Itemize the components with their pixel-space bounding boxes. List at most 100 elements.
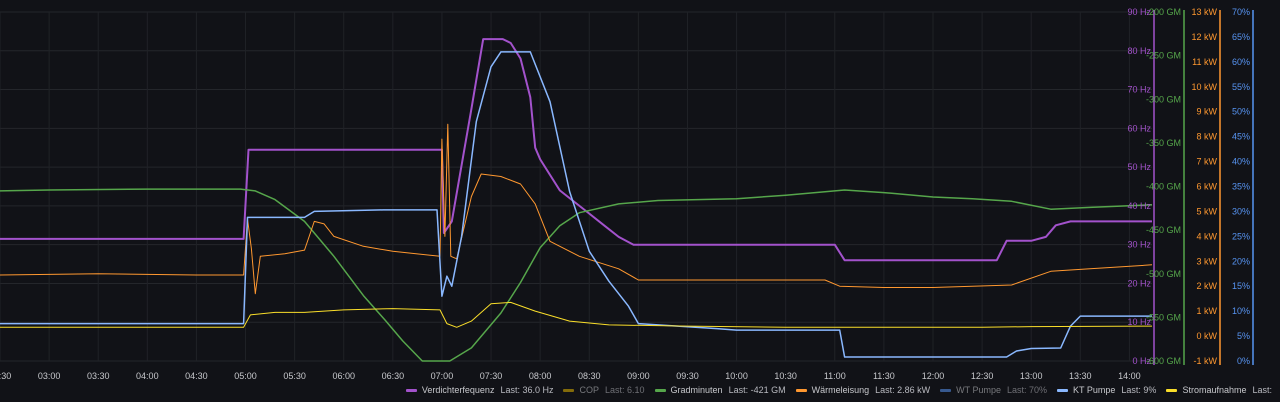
legend-series-name: WT Pumpe bbox=[956, 385, 1002, 395]
x-axis: 02:30 03:00 03:30 04:00 04:30 05:00 05:30 06:00… bbox=[0, 371, 1141, 381]
legend-swatch bbox=[940, 388, 952, 392]
x-tick-label: 03:00 bbox=[38, 371, 61, 381]
legend-series-name: COP bbox=[579, 385, 599, 395]
hz-tick-label: 70 Hz bbox=[1127, 85, 1151, 95]
gm-tick-label: -600 GM bbox=[1146, 356, 1181, 366]
legend-swatch bbox=[1057, 388, 1069, 392]
series-lines bbox=[0, 38, 1153, 362]
legend-last-value: Last: 6.10 bbox=[605, 385, 645, 395]
chart-legend: Verdichterfequenz Last: 36.0 Hz COP Last: 6… bbox=[0, 383, 1280, 397]
kw-tick-label: 10 kW bbox=[1191, 82, 1217, 92]
kw-tick-label: 13 kW bbox=[1191, 7, 1217, 17]
x-tick-label: 04:30 bbox=[185, 371, 208, 381]
x-tick-label: 13:00 bbox=[1020, 371, 1043, 381]
legend-item[interactable]: KT Pumpe Last: 9% bbox=[1057, 385, 1156, 395]
legend-swatch bbox=[654, 388, 666, 392]
series-line-kt-pumpe bbox=[0, 51, 1152, 358]
x-tick-label: 03:30 bbox=[87, 371, 110, 381]
hz-tick-label: 10 Hz bbox=[1127, 317, 1151, 327]
legend-swatch bbox=[1166, 388, 1178, 392]
x-tick-label: 05:30 bbox=[283, 371, 306, 381]
legend-series-name: Gradminuten bbox=[670, 385, 723, 395]
kw-tick-label: 2 kW bbox=[1196, 281, 1217, 291]
legend-last-value: Last: -421 GM bbox=[728, 385, 786, 395]
legend-item[interactable]: Wärmeleisung Last: 2.86 kW bbox=[795, 385, 931, 395]
x-tick-label: 11:00 bbox=[824, 371, 846, 381]
legend-series-name: Stromaufnahme bbox=[1182, 385, 1247, 395]
grid-lines bbox=[0, 11, 1152, 362]
pct-tick-label: 65% bbox=[1232, 32, 1250, 42]
series-line-verdichterfequenz bbox=[0, 38, 1152, 262]
kw-tick-label: 12 kW bbox=[1191, 32, 1217, 42]
kw-tick-label: 1 kW bbox=[1196, 306, 1217, 316]
gm-tick-label: -350 GM bbox=[1146, 138, 1181, 148]
hz-tick-label: 90 Hz bbox=[1127, 7, 1151, 17]
pct-tick-label: 40% bbox=[1232, 157, 1250, 167]
hz-tick-label: 0 Hz bbox=[1132, 356, 1151, 366]
x-tick-label: 12:30 bbox=[971, 371, 994, 381]
x-tick-label: 14:00 bbox=[1118, 371, 1141, 381]
x-tick-label: 04:00 bbox=[136, 371, 159, 381]
kw-tick-label: 4 kW bbox=[1196, 231, 1217, 241]
pct-tick-label: 70% bbox=[1232, 7, 1250, 17]
x-tick-label: 05:00 bbox=[234, 371, 257, 381]
pct-tick-label: 35% bbox=[1232, 182, 1250, 192]
legend-swatch bbox=[563, 388, 575, 392]
x-tick-label: 12:00 bbox=[922, 371, 945, 381]
kw-tick-label: 6 kW bbox=[1196, 182, 1217, 192]
x-tick-label: 07:00 bbox=[431, 371, 454, 381]
x-tick-label: 10:00 bbox=[725, 371, 748, 381]
x-tick-label: 11:30 bbox=[873, 371, 895, 381]
legend-series-name: Wärmeleisung bbox=[811, 385, 870, 395]
legend-last-value: Last: 9% bbox=[1121, 385, 1157, 395]
legend-last-value: Last: bbox=[1252, 385, 1272, 395]
x-tick-label: 13:30 bbox=[1069, 371, 1092, 381]
hz-tick-label: 40 Hz bbox=[1127, 201, 1151, 211]
kw-tick-label: 9 kW bbox=[1196, 107, 1217, 117]
legend-item[interactable]: WT Pumpe Last: 70% bbox=[940, 385, 1047, 395]
pct-tick-label: 10% bbox=[1232, 306, 1250, 316]
legend-last-value: Last: 2.86 kW bbox=[875, 385, 931, 395]
x-tick-label: 06:30 bbox=[382, 371, 405, 381]
legend-series-name: Verdichterfequenz bbox=[421, 385, 495, 395]
x-tick-label: 08:00 bbox=[529, 371, 552, 381]
gm-tick-label: -550 GM bbox=[1146, 312, 1181, 322]
kw-tick-label: 8 kW bbox=[1196, 132, 1217, 142]
x-tick-label: 07:30 bbox=[480, 371, 503, 381]
x-tick-label: 10:30 bbox=[774, 371, 797, 381]
kw-tick-label: 3 kW bbox=[1196, 256, 1217, 266]
kw-tick-label: -1 kW bbox=[1194, 356, 1218, 366]
x-tick-label: 08:30 bbox=[578, 371, 601, 381]
series-line-gradminuten bbox=[0, 188, 1153, 362]
hz-tick-label: 20 Hz bbox=[1127, 278, 1151, 288]
pct-tick-label: 0% bbox=[1237, 356, 1250, 366]
pct-tick-label: 30% bbox=[1232, 206, 1250, 216]
legend-swatch bbox=[405, 388, 417, 392]
legend-item[interactable]: Stromaufnahme Last: bbox=[1166, 385, 1272, 395]
legend-swatch bbox=[795, 388, 807, 392]
gm-tick-label: -300 GM bbox=[1146, 94, 1181, 104]
kw-tick-label: 5 kW bbox=[1196, 206, 1217, 216]
pct-tick-label: 20% bbox=[1232, 256, 1250, 266]
x-tick-label: 02:30 bbox=[0, 371, 11, 381]
y-axes: 0 Hz 10 Hz 20 Hz 30 Hz 40 Hz 50 Hz 60 Hz 70 Hz 8… bbox=[1127, 7, 1254, 366]
hz-tick-label: 80 Hz bbox=[1127, 46, 1151, 56]
legend-item[interactable]: Verdichterfequenz Last: 36.0 Hz bbox=[405, 385, 553, 395]
hz-tick-label: 50 Hz bbox=[1127, 162, 1151, 172]
legend-item[interactable]: COP Last: 6.10 bbox=[563, 385, 645, 395]
gm-tick-label: -450 GM bbox=[1146, 225, 1181, 235]
legend-series-name: KT Pumpe bbox=[1073, 385, 1116, 395]
pct-tick-label: 50% bbox=[1232, 107, 1250, 117]
kw-tick-label: 11 kW bbox=[1192, 57, 1217, 67]
gm-tick-label: -200 GM bbox=[1146, 7, 1181, 17]
pct-tick-label: 45% bbox=[1232, 132, 1250, 142]
gm-tick-label: -400 GM bbox=[1146, 182, 1181, 192]
pct-tick-label: 5% bbox=[1237, 331, 1250, 341]
pct-tick-label: 60% bbox=[1232, 57, 1250, 67]
legend-item[interactable]: Gradminuten Last: -421 GM bbox=[654, 385, 786, 395]
kw-tick-label: 0 kW bbox=[1196, 331, 1217, 341]
x-tick-label: 09:00 bbox=[627, 371, 650, 381]
pct-tick-label: 15% bbox=[1232, 281, 1250, 291]
kw-tick-label: 7 kW bbox=[1196, 157, 1217, 167]
